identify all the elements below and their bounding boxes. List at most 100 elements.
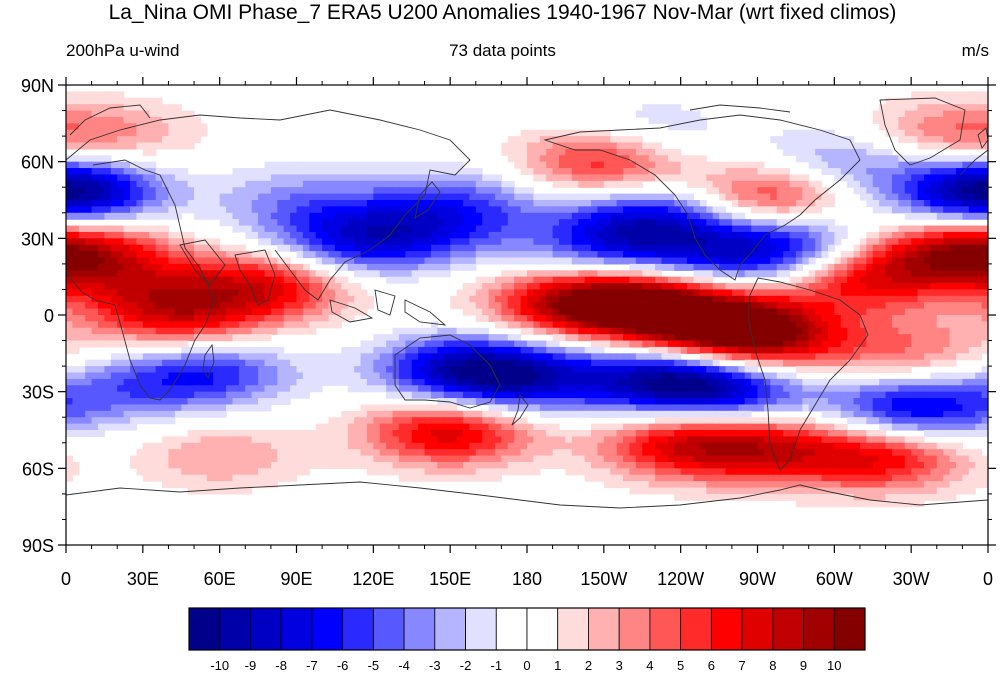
anomaly-cell xyxy=(943,321,951,329)
anomaly-cell xyxy=(270,359,278,367)
anomaly-cell xyxy=(85,308,93,316)
anomaly-cell xyxy=(904,180,912,188)
anomaly-cell xyxy=(366,187,374,195)
anomaly-cell xyxy=(501,359,509,367)
anomaly-cell xyxy=(194,334,202,342)
anomaly-cell xyxy=(975,231,983,239)
anomaly-cell xyxy=(155,295,163,303)
anomaly-cell xyxy=(789,225,797,233)
anomaly-cell xyxy=(930,142,938,150)
anomaly-cell xyxy=(719,225,727,233)
anomaly-cell xyxy=(501,257,509,265)
anomaly-cell xyxy=(795,378,803,386)
anomaly-cell xyxy=(955,289,963,297)
anomaly-cell xyxy=(226,346,234,354)
anomaly-cell xyxy=(149,366,157,374)
anomaly-cell xyxy=(360,308,368,316)
anomaly-cell xyxy=(533,231,541,239)
anomaly-cell xyxy=(283,174,291,182)
anomaly-cell xyxy=(462,193,470,201)
anomaly-cell xyxy=(136,212,144,220)
anomaly-cell xyxy=(859,161,867,169)
anomaly-cell xyxy=(783,378,791,386)
anomaly-cell xyxy=(783,340,791,348)
anomaly-cell xyxy=(962,136,970,144)
anomaly-cell xyxy=(738,238,746,246)
anomaly-cell xyxy=(930,231,938,239)
anomaly-cell xyxy=(603,270,611,278)
anomaly-cell xyxy=(815,315,823,322)
anomaly-cell xyxy=(584,219,592,227)
anomaly-cell xyxy=(968,225,976,233)
anomaly-cell xyxy=(290,353,298,361)
anomaly-cell xyxy=(142,225,150,233)
anomaly-cell xyxy=(879,238,887,246)
anomaly-cell xyxy=(584,378,592,386)
anomaly-cell xyxy=(834,231,842,239)
anomaly-cell xyxy=(520,129,528,137)
anomaly-cell xyxy=(789,359,797,367)
anomaly-cell xyxy=(501,270,509,278)
anomaly-cell xyxy=(398,212,406,220)
anomaly-cell xyxy=(975,110,983,118)
anomaly-cell xyxy=(206,276,214,284)
anomaly-cell xyxy=(936,136,944,144)
anomaly-cell xyxy=(174,289,182,297)
anomaly-cell xyxy=(136,225,144,233)
anomaly-cell xyxy=(546,231,554,239)
anomaly-cell xyxy=(667,302,675,310)
anomaly-cell xyxy=(328,161,336,169)
anomaly-cell xyxy=(456,359,464,367)
anomaly-cell xyxy=(334,168,342,176)
anomaly-cell xyxy=(917,334,925,342)
anomaly-cell xyxy=(674,295,682,303)
anomaly-cell xyxy=(655,327,663,335)
anomaly-cell xyxy=(559,200,567,207)
anomaly-cell xyxy=(776,378,784,386)
anomaly-cell xyxy=(168,359,176,367)
anomaly-cell xyxy=(975,251,983,259)
anomaly-cell xyxy=(488,276,496,284)
anomaly-cell xyxy=(853,142,861,150)
anomaly-cell xyxy=(501,244,509,252)
anomaly-cell xyxy=(744,327,752,335)
anomaly-cell xyxy=(738,346,746,354)
anomaly-cell xyxy=(635,315,643,322)
anomaly-cell xyxy=(738,366,746,374)
anomaly-cell xyxy=(78,289,86,297)
anomaly-cell xyxy=(597,359,605,367)
anomaly-cell xyxy=(501,206,509,214)
anomaly-cell xyxy=(72,251,80,259)
anomaly-cell xyxy=(763,180,771,188)
anomaly-cell xyxy=(943,212,951,220)
anomaly-cell xyxy=(482,372,490,380)
anomaly-cell xyxy=(623,168,631,176)
anomaly-cell xyxy=(174,238,182,246)
anomaly-cell xyxy=(719,174,727,182)
anomaly-cell xyxy=(552,372,560,380)
anomaly-cell xyxy=(187,295,195,303)
anomaly-cell xyxy=(418,353,426,361)
anomaly-cell xyxy=(418,346,426,354)
anomaly-cell xyxy=(731,193,739,201)
anomaly-cell xyxy=(578,212,586,220)
anomaly-cell xyxy=(603,174,611,182)
anomaly-cell xyxy=(597,340,605,348)
anomaly-cell xyxy=(296,283,304,291)
anomaly-cell xyxy=(533,257,541,265)
anomaly-cell xyxy=(712,372,720,380)
anomaly-cell xyxy=(206,251,214,259)
anomaly-cell xyxy=(168,104,176,112)
anomaly-cell xyxy=(751,200,759,207)
anomaly-cell xyxy=(616,289,624,297)
anomaly-cell xyxy=(744,283,752,291)
anomaly-cell xyxy=(494,321,502,329)
anomaly-cell xyxy=(520,231,528,239)
anomaly-cell xyxy=(795,148,803,156)
anomaly-cell xyxy=(334,225,342,233)
anomaly-cell xyxy=(591,276,599,284)
anomaly-cell xyxy=(162,353,170,361)
anomaly-cell xyxy=(72,315,80,322)
anomaly-cell xyxy=(66,123,73,131)
anomaly-cell xyxy=(251,378,259,386)
